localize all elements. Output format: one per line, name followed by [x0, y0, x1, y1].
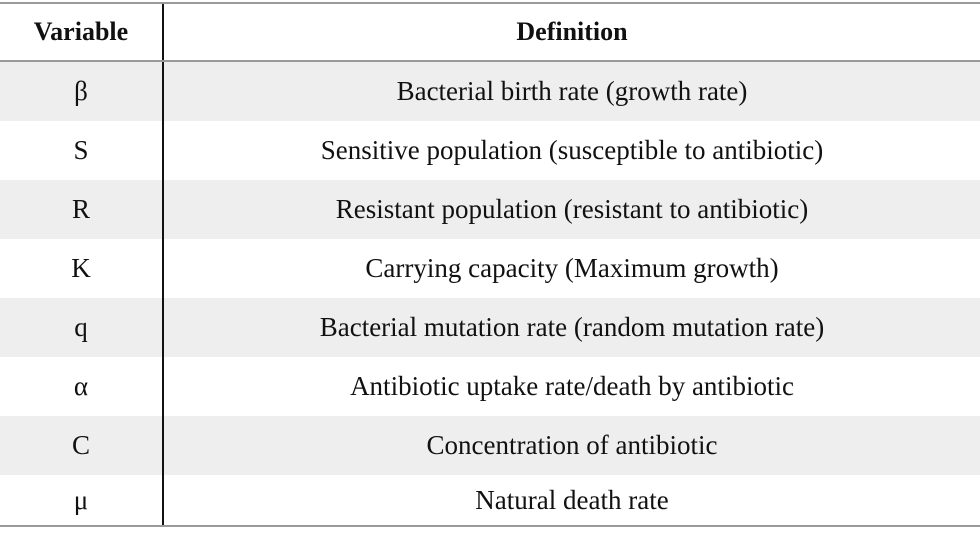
variable-cell: S — [0, 121, 164, 180]
table-row: S Sensitive population (susceptible to an… — [0, 121, 980, 180]
definition-cell: Carrying capacity (Maximum growth) — [365, 253, 779, 283]
definition-cell: Antibiotic uptake rate/death by antibiot… — [350, 371, 794, 401]
variable-cell: β — [0, 62, 164, 121]
variable-cell: α — [0, 357, 164, 416]
table-row: R Resistant population (resistant to anti… — [0, 180, 980, 239]
definition-cell: Concentration of antibiotic — [426, 430, 718, 460]
variable-cell: μ — [0, 475, 164, 525]
table-header-row: Variable Definition — [0, 4, 980, 62]
table-row: β Bacterial birth rate (growth rate) — [0, 62, 980, 121]
definition-cell: Bacterial birth rate (growth rate) — [396, 76, 748, 106]
column-header-variable: Variable — [0, 4, 164, 60]
table-row: K Carrying capacity (Maximum growth) — [0, 239, 980, 298]
definition-cell: Bacterial mutation rate (random mutation… — [319, 312, 825, 342]
column-header-definition: Definition — [516, 17, 628, 46]
variable-cell: C — [0, 416, 164, 475]
table-row: C Concentration of antibiotic — [0, 416, 980, 475]
variable-cell: q — [0, 298, 164, 357]
variable-definition-table: Variable Definition β Bacterial birth rat… — [0, 2, 980, 527]
variable-cell: R — [0, 180, 164, 239]
table-row: μ Natural death rate — [0, 475, 980, 525]
table-row: q Bacterial mutation rate (random mutatio… — [0, 298, 980, 357]
definition-cell: Sensitive population (susceptible to ant… — [320, 135, 824, 165]
definition-cell: Natural death rate — [475, 484, 669, 515]
table-row: α Antibiotic uptake rate/death by antibio… — [0, 357, 980, 416]
definition-cell: Resistant population (resistant to antib… — [335, 194, 809, 224]
variable-cell: K — [0, 239, 164, 298]
table-body: β Bacterial birth rate (growth rate) S Sens… — [0, 62, 980, 525]
